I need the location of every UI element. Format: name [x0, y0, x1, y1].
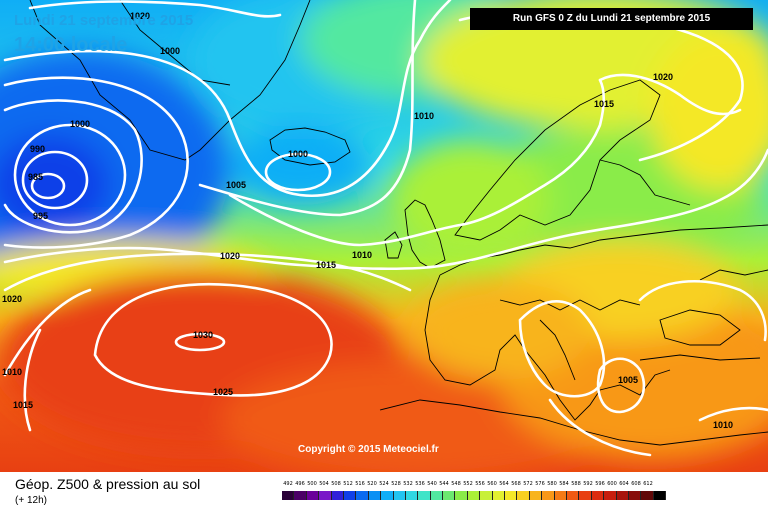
legend-value: 524: [379, 481, 389, 487]
legend-value: 572: [523, 481, 533, 487]
legend-value: 496: [295, 481, 305, 487]
weather-map: 1020 1000 1000 990 985 995 1005 1000 101…: [0, 0, 768, 472]
legend-swatch: [604, 491, 617, 500]
legend-value: 504: [319, 481, 329, 487]
legend-swatch: [542, 491, 555, 500]
isobar-label: 1000: [70, 119, 90, 129]
run-info-box: Run GFS 0 Z du Lundi 21 septembre 2015: [470, 8, 753, 30]
legend-swatch: [492, 491, 506, 500]
legend-value: 536: [415, 481, 425, 487]
isobar-label: 985: [28, 172, 43, 182]
isobar-label: 995: [33, 211, 48, 221]
isobar-label: 1015: [594, 99, 614, 109]
isobar-label: 1010: [2, 367, 22, 377]
isobar-label: 990: [30, 144, 45, 154]
legend-value: 576: [535, 481, 545, 487]
legend-swatch: [306, 491, 320, 500]
isobar-label: 1030: [193, 330, 213, 340]
legend-value: 544: [439, 481, 449, 487]
legend-swatch: [641, 491, 654, 500]
legend-value: 608: [631, 481, 641, 487]
legend-swatch: [517, 491, 530, 500]
legend-swatch: [443, 491, 456, 500]
isobar-label: 1015: [13, 400, 33, 410]
legend-value: 612: [643, 481, 653, 487]
isobar-label: 1010: [414, 111, 434, 121]
legend-value: 604: [619, 481, 629, 487]
legend-value: 600: [607, 481, 617, 487]
legend-value: 592: [583, 481, 593, 487]
legend-value: 560: [487, 481, 497, 487]
isobar-label: 1000: [288, 149, 308, 159]
isobar-label: 1015: [316, 260, 336, 270]
legend-value: 528: [391, 481, 401, 487]
isobar-label: 1010: [352, 250, 372, 260]
legend-value: 556: [475, 481, 485, 487]
isobar-labels: 1020 1000 1000 990 985 995 1005 1000 101…: [2, 11, 733, 430]
legend-swatch: [467, 491, 481, 500]
legend-value: 584: [559, 481, 569, 487]
legend-value: 568: [511, 481, 521, 487]
legend-swatch: [480, 491, 493, 500]
legend-swatch: [294, 491, 307, 500]
legend-swatch: [282, 491, 295, 500]
forecast-date: Lundi 21 septembre 2015: [14, 12, 194, 29]
legend-swatch: [616, 491, 629, 500]
isobar-label: 1020: [220, 251, 240, 261]
isobar-label: 1010: [713, 420, 733, 430]
legend-swatch: [653, 491, 667, 500]
legend-value: 532: [403, 481, 413, 487]
isobar-label: 1000: [160, 46, 180, 56]
legend-value: 516: [355, 481, 365, 487]
legend-swatch: [381, 491, 394, 500]
legend-swatch: [579, 491, 592, 500]
legend-swatch: [405, 491, 419, 500]
legend-swatch: [319, 491, 332, 500]
legend-swatch: [455, 491, 468, 500]
isobar-label: 1005: [226, 180, 246, 190]
legend-swatch: [505, 491, 518, 500]
map-title: Géop. Z500 & pression au sol: [15, 476, 201, 492]
legend-value: 512: [343, 481, 353, 487]
legend-swatch: [554, 491, 567, 500]
legend-swatch: [393, 491, 406, 500]
copyright-text: Copyright © 2015 Meteociel.fr: [298, 444, 439, 455]
legend-value: 596: [595, 481, 605, 487]
forecast-offset: (+ 12h): [15, 495, 47, 506]
legend-value: 520: [367, 481, 377, 487]
map-footer: Géop. Z500 & pression au sol (+ 12h) 492…: [0, 472, 768, 512]
isobar-label: 1020: [653, 72, 673, 82]
legend-swatch: [529, 491, 543, 500]
isobar-lines: [3, 0, 768, 457]
forecast-time: 14:00 locale: [14, 34, 128, 56]
color-legend: [282, 491, 667, 500]
legend-swatch: [356, 491, 369, 500]
legend-swatch: [368, 491, 382, 500]
legend-swatch: [331, 491, 344, 500]
legend-swatch: [430, 491, 444, 500]
legend-value: 540: [427, 481, 437, 487]
legend-swatch: [343, 491, 357, 500]
legend-value: 492: [283, 481, 293, 487]
legend-value: 500: [307, 481, 317, 487]
legend-value: 580: [547, 481, 557, 487]
isobar-label: 1020: [130, 11, 150, 21]
isobar-label: 1025: [213, 387, 233, 397]
legend-value: 564: [499, 481, 509, 487]
legend-value: 548: [451, 481, 461, 487]
legend-swatch: [418, 491, 431, 500]
isobar-label: 1005: [618, 375, 638, 385]
legend-value: 508: [331, 481, 341, 487]
isobar-label: 1020: [2, 294, 22, 304]
legend-value: 552: [463, 481, 473, 487]
legend-swatch: [591, 491, 605, 500]
legend-swatch: [628, 491, 642, 500]
legend-swatch: [566, 491, 580, 500]
legend-value: 588: [571, 481, 581, 487]
